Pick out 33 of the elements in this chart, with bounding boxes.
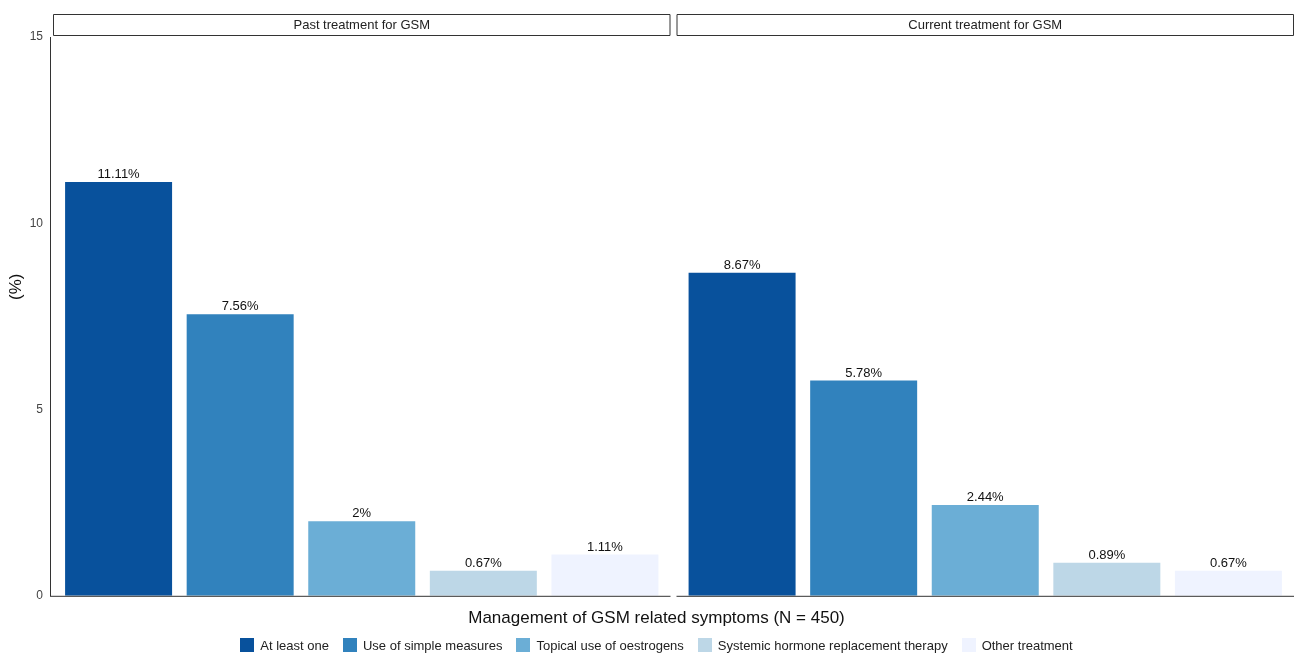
y-tick-label: 10 [29,215,44,230]
legend-label: Other treatment [980,638,1073,653]
bar [551,554,659,596]
legend-label: Systemic hormone replacement therapy [716,638,948,653]
x-tick-label: Past treatment for GSM [293,16,431,32]
y-tick-label: 15 [29,29,44,44]
x-tick-label: Current treatment for GSM [908,16,1063,32]
y-axis-title: (%) [6,273,26,300]
y-tick-label: 5 [36,401,44,416]
bar [186,314,294,596]
bar [65,181,173,596]
data-label: 0.89% [1088,546,1126,562]
x-axis-title: Management of GSM related symptoms (N = 450) [467,608,846,628]
bar [688,272,796,596]
data-label: 11.11% [97,165,141,181]
bar [1174,570,1282,596]
legend-label: Topical use of oestrogens [535,638,684,653]
data-label: 2% [352,505,372,521]
legend-label: At least one [259,638,329,653]
data-label: 2.44% [966,488,1005,504]
bar [429,570,537,596]
data-label: 0.67% [1209,554,1248,570]
y-tick-label: 0 [36,588,44,603]
data-label: 0.67% [464,554,503,570]
data-label: 1.11% [586,538,624,554]
legend-label: Use of simple measures [361,638,503,653]
data-label: 8.67% [723,256,761,272]
data-label: 7.56% [221,298,260,314]
bar [308,521,416,596]
data-label: 5.78% [845,364,883,380]
bar [931,504,1039,596]
bar [810,380,918,596]
bar [1053,562,1161,596]
